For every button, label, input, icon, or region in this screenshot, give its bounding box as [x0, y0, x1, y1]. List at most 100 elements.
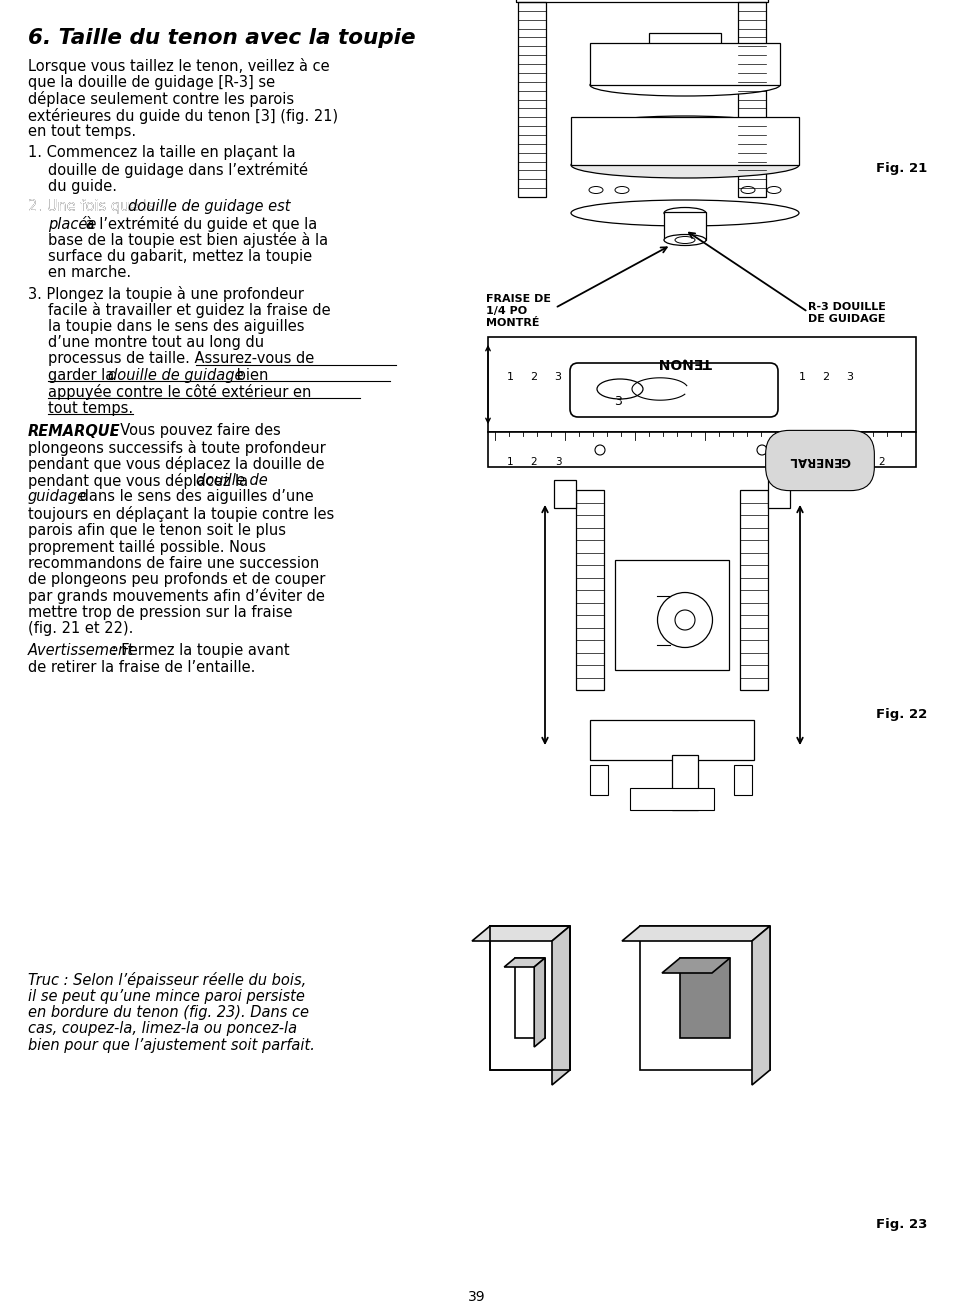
- Text: que la douille de guidage [R-3] se: que la douille de guidage [R-3] se: [28, 75, 274, 89]
- Bar: [589, 720, 753, 760]
- Polygon shape: [490, 926, 569, 1071]
- Text: pendant que vous déplacez la douille de: pendant que vous déplacez la douille de: [28, 457, 324, 472]
- Text: extérieures du guide du tenon [3] (fig. 21): extérieures du guide du tenon [3] (fig. …: [28, 108, 337, 123]
- Text: tout temps.: tout temps.: [48, 401, 133, 416]
- Text: Fig. 23: Fig. 23: [875, 1218, 926, 1231]
- Polygon shape: [504, 958, 544, 967]
- Text: Fig. 21: Fig. 21: [875, 161, 926, 174]
- Polygon shape: [515, 958, 544, 1038]
- Text: MONTRÉ: MONTRÉ: [485, 318, 539, 328]
- Bar: [767, 480, 789, 508]
- Text: plongeons successifs à toute profondeur: plongeons successifs à toute profondeur: [28, 440, 325, 457]
- Text: REMARQUE: REMARQUE: [28, 424, 120, 438]
- Text: pendant que vous déplacez la: pendant que vous déplacez la: [28, 474, 253, 489]
- Ellipse shape: [766, 186, 781, 193]
- Polygon shape: [621, 926, 769, 941]
- Text: toujours en déplaçant la toupie contre les: toujours en déplaçant la toupie contre l…: [28, 506, 334, 522]
- Text: 3: 3: [554, 373, 561, 382]
- Text: 39: 39: [468, 1290, 485, 1304]
- Bar: [488, 337, 915, 432]
- Text: d’une montre tout au long du: d’une montre tout au long du: [48, 335, 264, 350]
- Bar: [733, 765, 751, 795]
- Text: douille de guidage est: douille de guidage est: [128, 199, 291, 214]
- Text: douille de guidage dans l’extrémité: douille de guidage dans l’extrémité: [48, 161, 308, 178]
- Text: garder la: garder la: [48, 367, 119, 383]
- Bar: [576, 489, 603, 690]
- Text: cas, coupez-la, limez-la ou poncez-la: cas, coupez-la, limez-la ou poncez-la: [28, 1022, 296, 1036]
- Text: 1. Commencez la taille en plaçant la: 1. Commencez la taille en plaçant la: [28, 146, 295, 160]
- Ellipse shape: [589, 115, 780, 138]
- Polygon shape: [534, 958, 544, 1047]
- Text: surface du gabarit, mettez la toupie: surface du gabarit, mettez la toupie: [48, 248, 312, 264]
- Bar: [738, 3, 765, 197]
- Text: du guide.: du guide.: [48, 178, 117, 193]
- Text: placée: placée: [48, 215, 96, 231]
- Text: 2: 2: [878, 457, 884, 467]
- Text: GENERAL: GENERAL: [788, 454, 850, 467]
- Text: 3: 3: [845, 373, 853, 382]
- Text: 2: 2: [530, 457, 537, 467]
- Text: base de la toupie est bien ajustée à la: base de la toupie est bien ajustée à la: [48, 232, 328, 248]
- Polygon shape: [679, 958, 729, 1038]
- Polygon shape: [472, 926, 569, 941]
- Text: (fig. 21 et 22).: (fig. 21 et 22).: [28, 622, 133, 636]
- Text: il se peut qu’une mince paroi persiste: il se peut qu’une mince paroi persiste: [28, 988, 305, 1004]
- Text: 3: 3: [614, 395, 621, 408]
- Text: appuyée contre le côté extérieur en: appuyée contre le côté extérieur en: [48, 384, 311, 400]
- Bar: [589, 43, 780, 85]
- Bar: [488, 432, 915, 467]
- Text: douille de: douille de: [195, 474, 268, 488]
- Ellipse shape: [648, 70, 720, 84]
- Text: bien: bien: [232, 367, 268, 383]
- Bar: [663, 213, 705, 240]
- Ellipse shape: [615, 186, 628, 193]
- Text: Fig. 22: Fig. 22: [875, 708, 926, 722]
- Text: 2. Une fois que la: 2. Une fois que la: [28, 199, 161, 214]
- Text: Avertissement: Avertissement: [28, 643, 133, 659]
- Text: la toupie dans le sens des aiguilles: la toupie dans le sens des aiguilles: [48, 319, 304, 333]
- Text: 2: 2: [530, 373, 537, 382]
- Text: en bordure du tenon (fig. 23). Dans ce: en bordure du tenon (fig. 23). Dans ce: [28, 1005, 309, 1019]
- Text: par grands mouvements afin d’éviter de: par grands mouvements afin d’éviter de: [28, 589, 325, 605]
- Ellipse shape: [675, 236, 695, 244]
- Text: facile à travailler et guidez la fraise de: facile à travailler et guidez la fraise …: [48, 302, 331, 318]
- Bar: [554, 480, 576, 508]
- Bar: [589, 765, 607, 795]
- Text: de plongeons peu profonds et de couper: de plongeons peu profonds et de couper: [28, 572, 325, 586]
- Ellipse shape: [571, 199, 799, 226]
- Text: TENON: TENON: [658, 356, 711, 369]
- Bar: [516, 0, 767, 3]
- Ellipse shape: [588, 186, 602, 193]
- Text: en tout temps.: en tout temps.: [28, 125, 136, 139]
- Text: 1/4 PO: 1/4 PO: [485, 306, 527, 316]
- Text: proprement taillé possible. Nous: proprement taillé possible. Nous: [28, 539, 266, 555]
- Text: R-3 DOUILLE: R-3 DOUILLE: [807, 302, 885, 312]
- Ellipse shape: [589, 73, 780, 96]
- Text: FRAISE DE: FRAISE DE: [485, 294, 551, 304]
- Ellipse shape: [740, 186, 754, 193]
- Text: : Vous pouvez faire des: : Vous pouvez faire des: [106, 424, 280, 438]
- Text: processus de taille. Assurez-vous de: processus de taille. Assurez-vous de: [48, 352, 314, 366]
- Ellipse shape: [663, 235, 705, 245]
- Text: Lorsque vous taillez le tenon, veillez à ce: Lorsque vous taillez le tenon, veillez à…: [28, 58, 330, 73]
- Text: : Fermez la toupie avant: : Fermez la toupie avant: [107, 643, 290, 659]
- Ellipse shape: [648, 49, 720, 62]
- Text: 1: 1: [798, 373, 804, 382]
- Text: en marche.: en marche.: [48, 265, 131, 279]
- Ellipse shape: [597, 379, 642, 399]
- Text: 3. Plongez la toupie à une profondeur: 3. Plongez la toupie à une profondeur: [28, 286, 304, 302]
- Text: dans le sens des aiguilles d’une: dans le sens des aiguilles d’une: [75, 489, 314, 505]
- Text: guidage: guidage: [28, 489, 87, 505]
- Text: 2: 2: [821, 373, 829, 382]
- Ellipse shape: [571, 152, 799, 178]
- FancyBboxPatch shape: [569, 363, 778, 417]
- Text: 2. Une fois que la: 2. Une fois que la: [28, 199, 286, 214]
- Text: 6. Taille du tenon avec la toupie: 6. Taille du tenon avec la toupie: [28, 28, 416, 49]
- Text: déplace seulement contre les parois: déplace seulement contre les parois: [28, 91, 294, 108]
- Text: bien pour que l’ajustement soit parfait.: bien pour que l’ajustement soit parfait.: [28, 1038, 314, 1054]
- Text: douille de guidage: douille de guidage: [108, 367, 243, 383]
- Text: 3: 3: [554, 457, 560, 467]
- Text: 1: 1: [506, 373, 513, 382]
- Text: 1: 1: [854, 457, 861, 467]
- Text: Truc : Selon l’épaisseur réelle du bois,: Truc : Selon l’épaisseur réelle du bois,: [28, 972, 306, 988]
